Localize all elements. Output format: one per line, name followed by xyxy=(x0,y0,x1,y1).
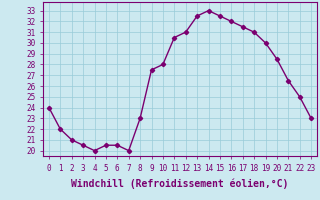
X-axis label: Windchill (Refroidissement éolien,°C): Windchill (Refroidissement éolien,°C) xyxy=(71,178,289,189)
